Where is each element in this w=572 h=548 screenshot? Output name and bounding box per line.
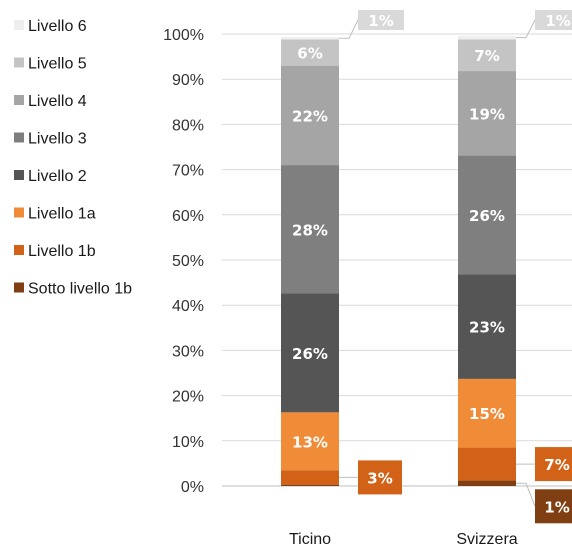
legend-label: Livello 4	[28, 93, 87, 110]
bar-segment	[458, 39, 516, 72]
data-label: 26%	[292, 345, 328, 363]
legend-label: Livello 3	[28, 131, 87, 148]
y-tick-label: 90%	[172, 72, 204, 89]
data-label: 1%	[544, 498, 569, 516]
x-category-label: Svizzera	[456, 531, 517, 548]
legend: Livello 6 Livello 5 Livello 4 Livello 3 Live…	[14, 18, 132, 298]
leader-line	[339, 19, 359, 39]
bar-segment	[458, 35, 516, 40]
x-axis-categories: Ticino Svizzera	[289, 531, 518, 548]
data-label: 13%	[292, 433, 328, 451]
callout-box	[535, 447, 572, 482]
data-label: 22%	[292, 107, 328, 125]
data-label: 23%	[469, 319, 505, 337]
bar-segment	[281, 39, 339, 66]
y-tick-label: 0%	[181, 479, 204, 496]
legend-item: Livello 1b	[14, 243, 96, 260]
data-label: 7%	[544, 456, 569, 474]
legend-item: Livello 2	[14, 168, 87, 185]
legend-label: Livello 5	[28, 56, 87, 73]
legend-swatch	[14, 95, 24, 105]
data-label: 19%	[469, 105, 505, 123]
legend-item: Livello 3	[14, 131, 87, 148]
legend-item: Livello 1a	[14, 206, 96, 223]
data-label: 3%	[367, 469, 392, 487]
bar-segment	[458, 274, 516, 379]
callout-box	[535, 489, 572, 524]
y-tick-label: 100%	[163, 27, 204, 44]
bar-segment	[458, 447, 516, 481]
y-tick-label: 20%	[172, 389, 204, 406]
data-label: 15%	[469, 405, 505, 423]
data-label: 6%	[297, 45, 322, 63]
y-tick-label: 80%	[172, 117, 204, 134]
callout-box	[535, 10, 572, 30]
bar-segment	[281, 484, 339, 486]
gridlines	[222, 33, 572, 487]
y-axis-ticks: 0% 10% 20% 30% 40% 50% 60% 70% 80% 90% 100%	[163, 27, 204, 496]
legend-swatch	[14, 57, 24, 68]
legend-swatch	[14, 282, 24, 293]
legend-item: Sotto livello 1b	[14, 281, 132, 298]
bar-segment	[281, 37, 339, 40]
legend-swatch	[14, 245, 24, 255]
y-tick-label: 10%	[172, 434, 204, 451]
legend-label: Sotto livello 1b	[28, 281, 132, 298]
legend-swatch	[14, 20, 24, 30]
legend-label: Livello 6	[28, 18, 87, 35]
legend-swatch	[14, 170, 24, 180]
leader-line	[516, 19, 536, 39]
legend-swatch	[14, 207, 24, 218]
y-tick-label: 30%	[172, 343, 204, 360]
bar-segment	[458, 480, 516, 486]
callout-labels: 3% 1% 1% 7% 1%	[339, 10, 572, 524]
bar-segment	[281, 293, 339, 413]
callout-box	[358, 10, 404, 30]
bar-segment	[281, 412, 339, 471]
legend-label: Livello 1a	[28, 206, 96, 223]
data-label: 1%	[545, 12, 570, 30]
x-category-label: Ticino	[289, 531, 331, 548]
legend-item: Livello 5	[14, 56, 87, 73]
legend-swatch	[14, 132, 24, 143]
bar-segment	[458, 155, 516, 275]
leader-line	[516, 482, 536, 507]
bar-segment	[458, 71, 516, 156]
bar-segment	[458, 378, 516, 448]
callout-box	[358, 460, 402, 495]
bar-segment	[281, 470, 339, 485]
bars: 13% 26% 28% 22% 6% 15% 23% 26% 19% 7%	[281, 35, 516, 486]
data-label: 7%	[474, 47, 499, 65]
bar-segment	[281, 165, 339, 294]
legend-label: Livello 1b	[28, 243, 96, 260]
data-label: 26%	[469, 207, 505, 225]
y-tick-label: 40%	[172, 298, 204, 315]
legend-label: Livello 2	[28, 168, 87, 185]
legend-item: Livello 4	[14, 93, 87, 110]
data-label: 28%	[292, 221, 328, 239]
bar-segment	[281, 65, 339, 166]
y-tick-label: 70%	[172, 163, 204, 180]
legend-item: Livello 6	[14, 18, 87, 35]
data-label: 1%	[368, 12, 393, 30]
y-tick-label: 60%	[172, 208, 204, 225]
y-tick-label: 50%	[172, 253, 204, 270]
